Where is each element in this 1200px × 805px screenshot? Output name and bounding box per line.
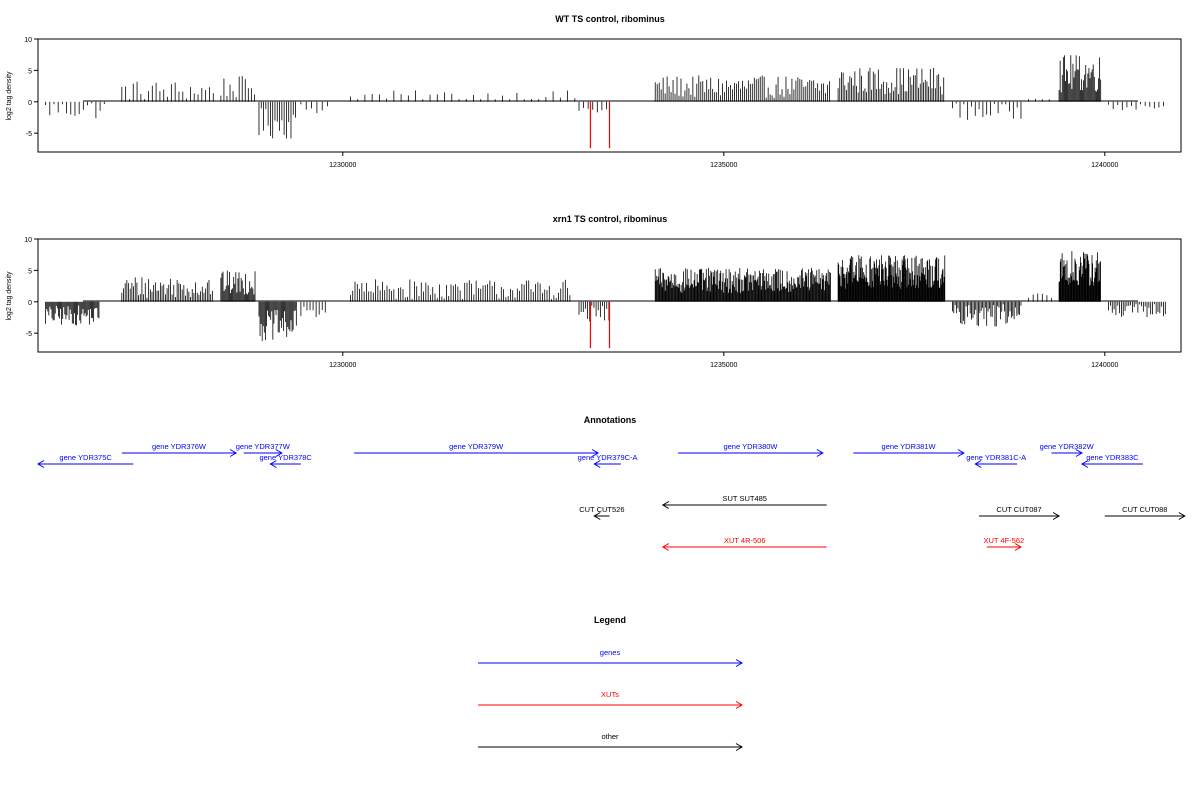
feature-label: CUT CUT526 [579, 505, 624, 514]
y-tick-label: 0 [28, 300, 32, 307]
annotation-feature: gene YDR382W [1040, 442, 1095, 457]
legend-label: XUTs [601, 690, 619, 699]
x-axis: 1230000 1235000 1240000 [329, 152, 1119, 169]
x-tick-label: 1230000 [329, 362, 356, 369]
annotation-feature: gene YDR383C [1080, 453, 1143, 468]
annotation-feature: XUT 4F-562 [983, 536, 1024, 551]
y-tick-label: -5 [26, 331, 32, 338]
feature-label: gene YDR381W [882, 442, 937, 451]
plot-frame [37, 38, 1182, 153]
panel-title: WT TS control, ribominus [555, 14, 665, 24]
feature-label: SUT SUT485 [723, 494, 767, 503]
panel-title: xrn1 TS control, ribominus [553, 214, 668, 224]
y-axis-label: log2 tag density [6, 71, 13, 121]
x-tick-label: 1235000 [710, 362, 737, 369]
annotation-feature: gene YDR379W [354, 442, 600, 457]
feature-label: gene YDR375C [59, 453, 112, 462]
highlight-bars [589, 301, 611, 349]
highlight-bars [589, 101, 611, 149]
x-tick-label: 1240000 [1091, 362, 1118, 369]
arrowhead-right-icon [735, 701, 743, 709]
y-tick-label: -5 [26, 131, 32, 138]
arrowhead-left-icon [593, 460, 601, 468]
annotations-title: Annotations [584, 415, 637, 425]
annotation-feature: gene YDR378C [259, 453, 312, 468]
feature-label: gene YDR376W [152, 442, 207, 451]
annotation-feature: SUT SUT485 [661, 494, 827, 509]
feature-label: CUT CUT087 [996, 505, 1041, 514]
arrowhead-left-icon [593, 512, 601, 520]
arrowhead-right-icon [957, 449, 965, 457]
y-axis: -5 0 5 10 [24, 237, 38, 338]
arrowhead-right-icon [1052, 512, 1061, 520]
plot-frame [37, 238, 1182, 353]
legend-label: genes [600, 648, 621, 657]
arrowhead-right-icon [1075, 449, 1083, 457]
y-tick-label: 5 [28, 268, 32, 275]
annotation-feature: CUT CUT088 [1104, 505, 1186, 520]
arrowhead-right-icon [816, 449, 824, 457]
legend-title: Legend [594, 615, 626, 625]
legend-item: other [478, 732, 743, 751]
feature-label: XUT 4R-506 [724, 536, 766, 545]
annotation-feature: gene YDR376W [121, 442, 238, 457]
arrowhead-right-icon [591, 449, 600, 457]
y-axis-label: log2 tag density [6, 271, 13, 321]
annotation-feature: CUT CUT087 [979, 505, 1061, 520]
y-tick-label: 10 [24, 37, 32, 44]
feature-label: gene YDR382W [1040, 442, 1095, 451]
x-tick-label: 1240000 [1091, 162, 1118, 169]
feature-label: gene YDR379W [449, 442, 504, 451]
y-tick-label: 10 [24, 237, 32, 244]
feature-label: gene YDR383C [1086, 453, 1139, 462]
arrowhead-right-icon [229, 449, 238, 457]
arrowhead-left-icon [1080, 460, 1089, 468]
wt-density-panel: WT TS control, ribominus log2 tag densit… [6, 14, 1182, 169]
density-bars [45, 55, 1164, 139]
legend-label: other [601, 732, 619, 741]
feature-label: gene YDR379C-A [578, 453, 638, 462]
feature-label: gene YDR381C-A [966, 453, 1026, 462]
arrowhead-right-icon [275, 449, 283, 457]
legend-item: XUTs [478, 690, 743, 709]
arrowhead-left-icon [37, 460, 45, 468]
arrowhead-left-icon [974, 460, 982, 468]
xrn1-density-panel: xrn1 TS control, ribominus log2 tag dens… [6, 214, 1182, 369]
legend: genes XUTs other [478, 648, 743, 751]
y-tick-label: 5 [28, 68, 32, 75]
annotation-feature: CUT CUT526 [579, 505, 625, 520]
x-tick-label: 1235000 [710, 162, 737, 169]
feature-label: gene YDR377W [236, 442, 291, 451]
feature-label: XUT 4F-562 [983, 536, 1024, 545]
annotation-features: gene YDR375C gene YDR376W gene YDR377W gene… [37, 442, 1186, 551]
arrowhead-left-icon [661, 501, 670, 509]
density-bars [45, 251, 1166, 342]
y-axis: -5 0 5 10 [24, 37, 38, 138]
annotation-feature: gene YDR377W [236, 442, 291, 457]
arrowhead-right-icon [1014, 543, 1022, 551]
feature-label: gene YDR380W [723, 442, 778, 451]
arrowhead-left-icon [269, 460, 277, 468]
arrowhead-left-icon [661, 543, 670, 551]
arrowhead-right-icon [735, 743, 743, 751]
annotation-feature: gene YDR380W [678, 442, 824, 457]
arrowhead-right-icon [735, 659, 743, 667]
x-axis: 1230000 1235000 1240000 [329, 352, 1119, 369]
annotation-feature: gene YDR379C-A [578, 453, 638, 468]
feature-label: gene YDR378C [259, 453, 312, 462]
feature-label: CUT CUT088 [1122, 505, 1167, 514]
annotation-feature: gene YDR375C [37, 453, 134, 468]
annotation-feature: gene YDR381C-A [966, 453, 1026, 468]
legend-item: genes [478, 648, 743, 667]
arrowhead-right-icon [1178, 512, 1186, 520]
annotation-feature: gene YDR381W [853, 442, 965, 457]
x-tick-label: 1230000 [329, 162, 356, 169]
y-tick-label: 0 [28, 100, 32, 107]
annotation-feature: XUT 4R-506 [661, 536, 827, 551]
